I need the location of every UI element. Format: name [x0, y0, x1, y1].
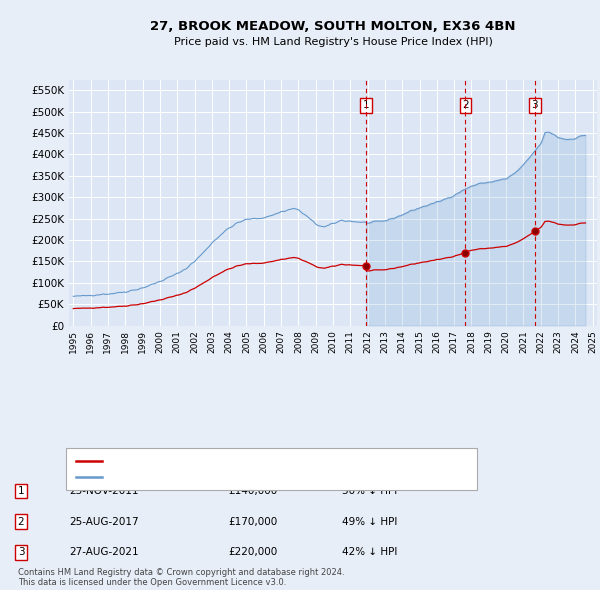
Text: 2: 2 [17, 517, 25, 526]
Text: £140,000: £140,000 [228, 486, 277, 496]
Text: 27, BROOK MEADOW, SOUTH MOLTON, EX36 4BN: 27, BROOK MEADOW, SOUTH MOLTON, EX36 4BN [150, 20, 516, 33]
Text: 49% ↓ HPI: 49% ↓ HPI [342, 517, 397, 526]
Text: Price paid vs. HM Land Registry's House Price Index (HPI): Price paid vs. HM Land Registry's House … [173, 38, 493, 47]
Text: 42% ↓ HPI: 42% ↓ HPI [342, 548, 397, 557]
Text: 3: 3 [17, 548, 25, 557]
Text: 50% ↓ HPI: 50% ↓ HPI [342, 486, 397, 496]
Text: £170,000: £170,000 [228, 517, 277, 526]
Text: 25-AUG-2017: 25-AUG-2017 [69, 517, 139, 526]
Text: 27, BROOK MEADOW, SOUTH MOLTON, EX36 4BN (detached house): 27, BROOK MEADOW, SOUTH MOLTON, EX36 4BN… [108, 456, 440, 466]
Text: 27-AUG-2021: 27-AUG-2021 [69, 548, 139, 557]
Text: 1: 1 [17, 486, 25, 496]
Text: 25-NOV-2011: 25-NOV-2011 [69, 486, 139, 496]
Text: 2: 2 [462, 100, 469, 110]
Text: 1: 1 [362, 100, 369, 110]
Text: Contains HM Land Registry data © Crown copyright and database right 2024.
This d: Contains HM Land Registry data © Crown c… [18, 568, 344, 587]
Text: £220,000: £220,000 [228, 548, 277, 557]
Text: HPI: Average price, detached house, North Devon: HPI: Average price, detached house, Nort… [108, 472, 351, 482]
Text: 3: 3 [532, 100, 538, 110]
